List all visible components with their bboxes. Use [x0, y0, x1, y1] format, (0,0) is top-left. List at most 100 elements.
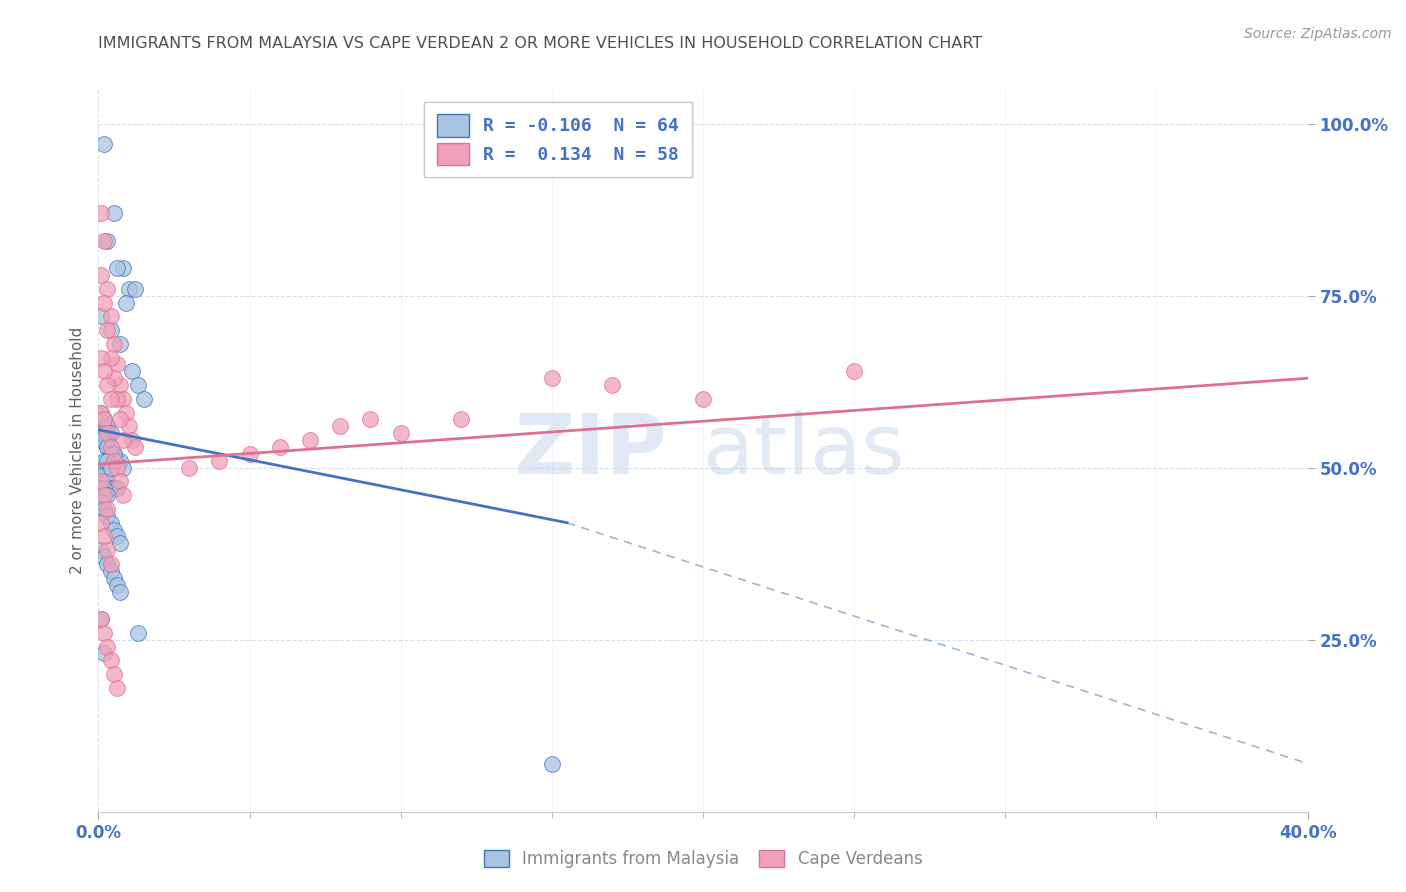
Point	[96, 440, 118, 454]
Point	[108, 336, 131, 351]
Point	[90, 426, 112, 441]
Text: IMMIGRANTS FROM MALAYSIA VS CAPE VERDEAN 2 OR MORE VEHICLES IN HOUSEHOLD CORRELA: IMMIGRANTS FROM MALAYSIA VS CAPE VERDEAN…	[98, 36, 983, 51]
Point	[90, 516, 112, 530]
Point	[90, 495, 112, 509]
Point	[103, 523, 125, 537]
Point	[103, 336, 125, 351]
Point	[96, 323, 118, 337]
Point	[93, 529, 115, 543]
Point	[540, 371, 562, 385]
Point	[111, 392, 134, 406]
Point	[121, 364, 143, 378]
Point	[111, 433, 134, 447]
Point	[114, 406, 136, 420]
Point	[111, 261, 134, 276]
Point	[96, 426, 118, 441]
Point	[269, 440, 291, 454]
Point	[108, 378, 131, 392]
Point	[100, 460, 122, 475]
Point	[93, 647, 115, 661]
Point	[299, 433, 322, 447]
Point	[96, 234, 118, 248]
Point	[93, 412, 115, 426]
Point	[105, 460, 128, 475]
Point	[105, 529, 128, 543]
Point	[90, 612, 112, 626]
Point	[103, 481, 125, 495]
Point	[93, 234, 115, 248]
Point	[93, 550, 115, 565]
Point	[93, 433, 115, 447]
Point	[96, 433, 118, 447]
Point	[96, 378, 118, 392]
Point	[540, 756, 562, 771]
Point	[111, 488, 134, 502]
Point	[96, 488, 118, 502]
Text: atlas: atlas	[703, 410, 904, 491]
Point	[100, 310, 122, 324]
Point	[239, 447, 262, 461]
Point	[105, 454, 128, 468]
Point	[208, 454, 231, 468]
Point	[96, 419, 118, 434]
Point	[96, 557, 118, 571]
Point	[103, 447, 125, 461]
Point	[108, 454, 131, 468]
Point	[108, 475, 131, 489]
Point	[127, 378, 149, 392]
Point	[108, 536, 131, 550]
Point	[103, 667, 125, 681]
Point	[96, 282, 118, 296]
Point	[100, 564, 122, 578]
Legend: Immigrants from Malaysia, Cape Verdeans: Immigrants from Malaysia, Cape Verdeans	[477, 843, 929, 875]
Text: ZIP: ZIP	[515, 410, 666, 491]
Text: Source: ZipAtlas.com: Source: ZipAtlas.com	[1244, 27, 1392, 41]
Point	[90, 406, 112, 420]
Point	[124, 282, 146, 296]
Point	[389, 426, 412, 441]
Point	[90, 481, 112, 495]
Point	[108, 412, 131, 426]
Point	[100, 323, 122, 337]
Point	[105, 358, 128, 372]
Point	[93, 137, 115, 152]
Point	[93, 502, 115, 516]
Point	[90, 310, 112, 324]
Point	[111, 460, 134, 475]
Point	[96, 543, 118, 558]
Point	[93, 481, 115, 495]
Point	[114, 295, 136, 310]
Point	[100, 351, 122, 365]
Point	[360, 412, 382, 426]
Point	[90, 460, 112, 475]
Point	[100, 440, 122, 454]
Point	[329, 419, 352, 434]
Point	[100, 557, 122, 571]
Point	[602, 378, 624, 392]
Point	[90, 351, 112, 365]
Y-axis label: 2 or more Vehicles in Household: 2 or more Vehicles in Household	[69, 326, 84, 574]
Point	[105, 261, 128, 276]
Point	[100, 447, 122, 461]
Point	[90, 475, 112, 489]
Point	[132, 392, 155, 406]
Point	[93, 488, 115, 502]
Point	[100, 426, 122, 441]
Point	[118, 419, 141, 434]
Point	[90, 206, 112, 220]
Point	[103, 206, 125, 220]
Point	[93, 295, 115, 310]
Point	[93, 412, 115, 426]
Point	[179, 460, 201, 475]
Point	[96, 640, 118, 654]
Point	[96, 475, 118, 489]
Point	[96, 454, 118, 468]
Point	[450, 412, 472, 426]
Point	[108, 584, 131, 599]
Point	[96, 502, 118, 516]
Point	[90, 612, 112, 626]
Point	[103, 454, 125, 468]
Point	[844, 364, 866, 378]
Legend: R = -0.106  N = 64, R =  0.134  N = 58: R = -0.106 N = 64, R = 0.134 N = 58	[425, 102, 692, 178]
Point	[90, 543, 112, 558]
